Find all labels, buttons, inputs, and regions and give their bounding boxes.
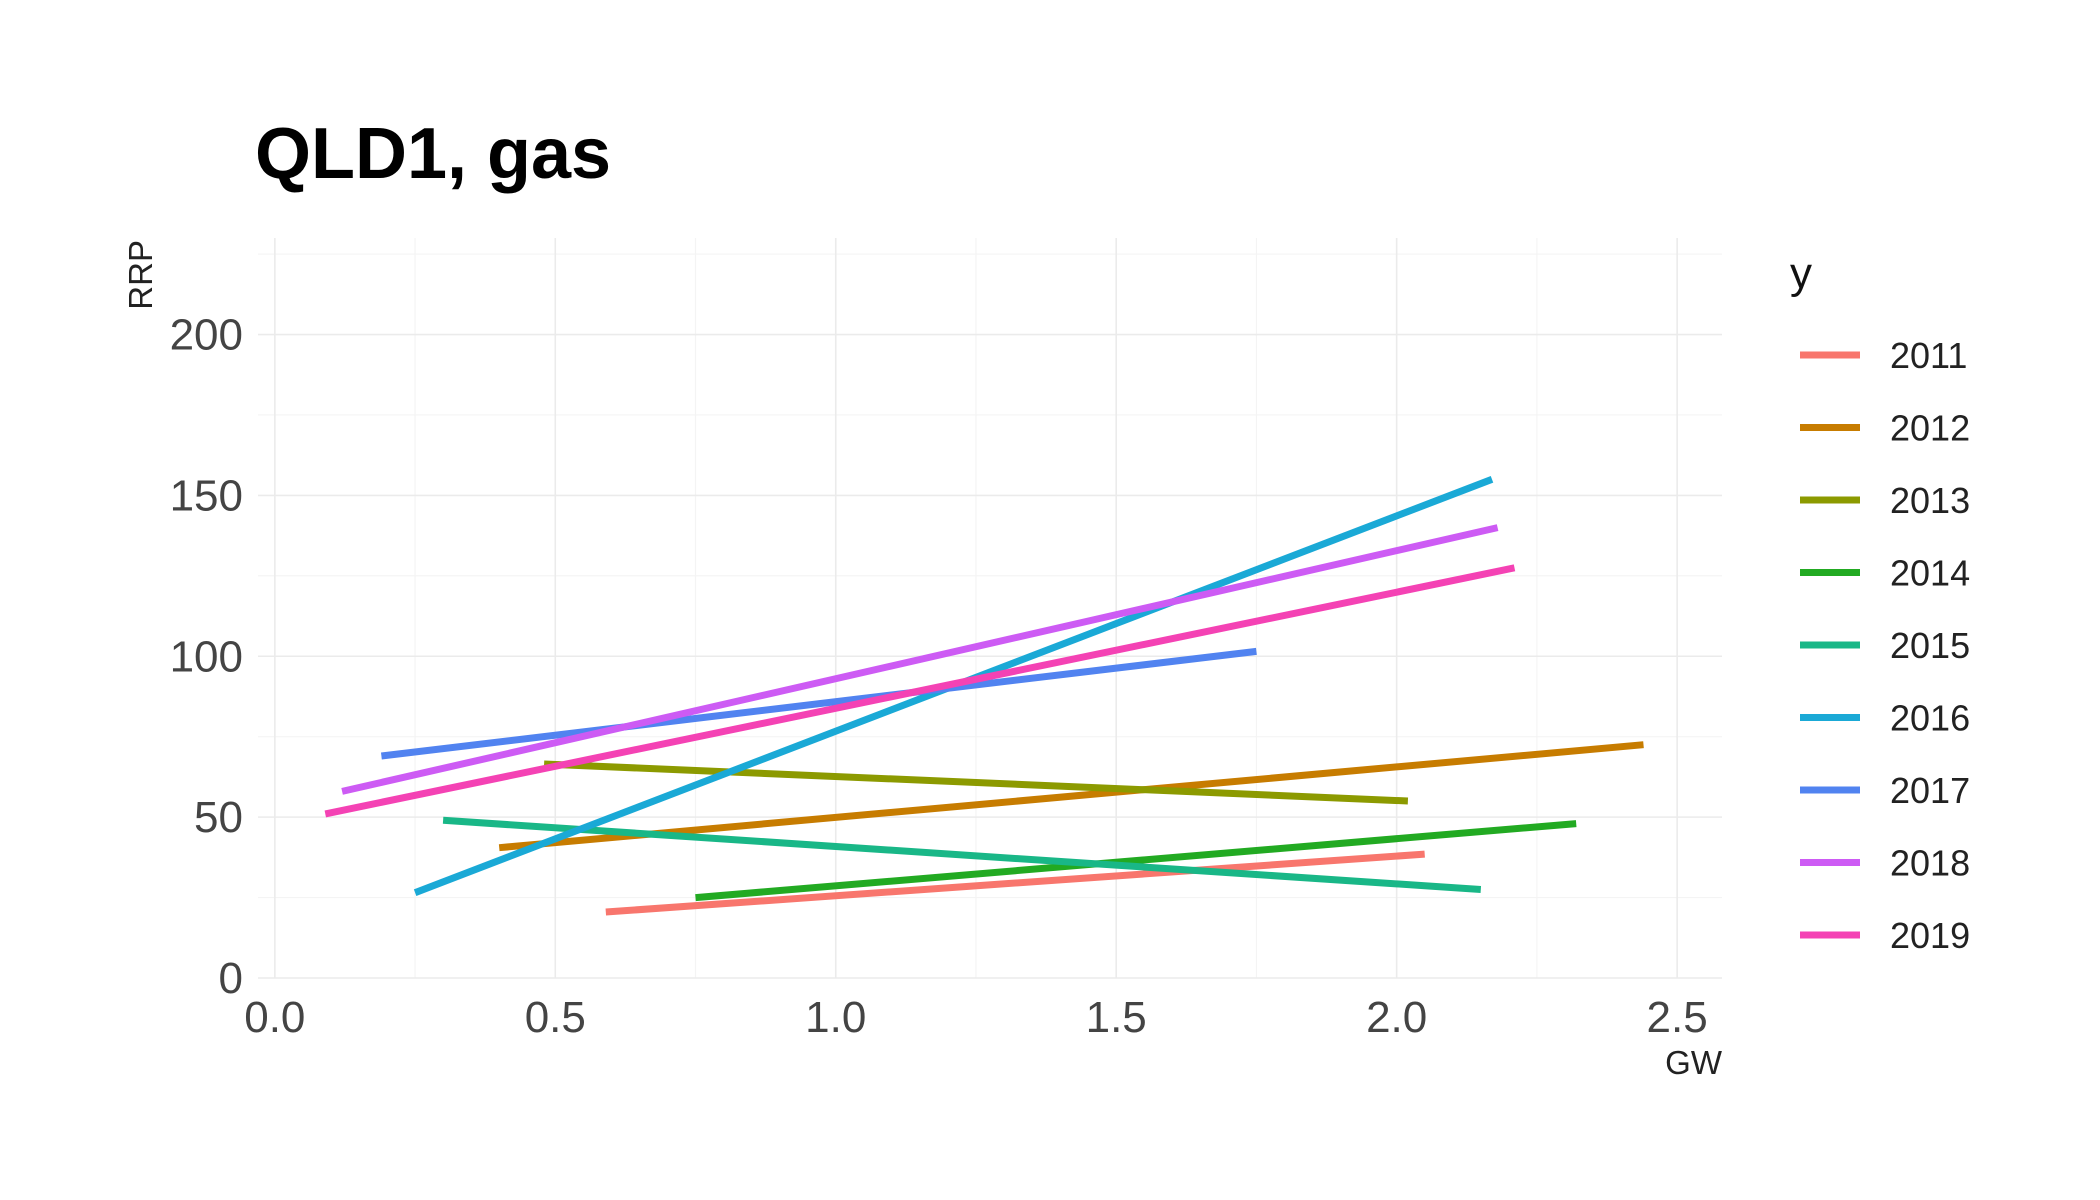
legend-label-2015: 2015 [1890,625,1970,666]
x-tick-label: 0.5 [525,993,586,1042]
legend: y 2011 2012 2013 2014 2015 2016 2017 2018 2019 [1790,249,1970,956]
legend-label-2017: 2017 [1890,770,1970,811]
legend-label-2018: 2018 [1890,843,1970,884]
legend-label-2011: 2011 [1890,335,1967,376]
legend-label-2014: 2014 [1890,553,1970,594]
series-line-2018 [342,528,1498,792]
series-line-2015 [443,820,1481,889]
chart-title: QLD1, gas [255,114,611,194]
legend-label-2016: 2016 [1890,698,1970,739]
y-tick-label: 50 [194,793,243,842]
x-tick-label: 0.0 [244,993,305,1042]
y-axis-ticks: 0 50 100 150 200 [170,311,243,1003]
x-tick-label: 2.5 [1647,993,1708,1042]
legend-label-2012: 2012 [1890,408,1970,449]
y-tick-label: 0 [219,954,243,1003]
x-axis-ticks: 0.0 0.5 1.0 1.5 2.0 2.5 [244,993,1707,1042]
x-axis-label: GW [1665,1044,1723,1081]
legend-title: y [1790,249,1812,298]
x-tick-label: 2.0 [1366,993,1427,1042]
legend-label-2019: 2019 [1890,915,1970,956]
x-tick-label: 1.5 [1086,993,1147,1042]
series-line-2011 [606,854,1425,912]
y-tick-label: 200 [170,311,243,360]
y-axis-label: RRP [122,240,159,310]
y-tick-label: 150 [170,471,243,520]
x-tick-label: 1.0 [805,993,866,1042]
legend-label-2013: 2013 [1890,480,1970,521]
y-tick-label: 100 [170,632,243,681]
series-layer [325,479,1643,912]
